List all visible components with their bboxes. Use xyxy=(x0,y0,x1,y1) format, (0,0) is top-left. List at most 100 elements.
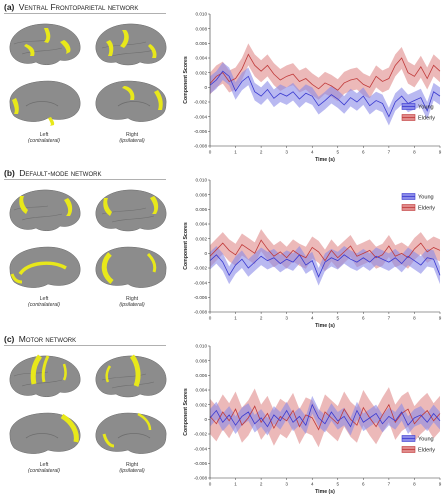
x-tick-label: 0 xyxy=(209,316,212,321)
x-tick-label: 5 xyxy=(336,316,339,321)
x-tick-label: 2 xyxy=(260,150,263,155)
panel-title: (b) Default-mode network xyxy=(4,168,101,178)
series-line-elderly xyxy=(209,53,441,91)
x-tick-label: 1 xyxy=(234,316,237,321)
left-caption-text: Left xyxy=(39,296,49,302)
y-axis-label: Component Scores xyxy=(183,56,189,104)
y-tick-label: 0.010 xyxy=(196,344,208,349)
left-side-text: (contralateral) xyxy=(27,138,60,144)
panel-heading: Motor network xyxy=(18,334,77,344)
y-tick-label: -0.008 xyxy=(194,144,207,149)
x-tick-label: 6 xyxy=(362,482,365,487)
left-hemisphere-caption: Left (contralateral) xyxy=(22,462,66,474)
x-tick-label: 7 xyxy=(388,150,391,155)
series-line-young xyxy=(209,254,441,278)
y-tick-label: 0 xyxy=(204,417,207,422)
x-tick-label: 4 xyxy=(311,316,314,321)
y-tick-label: -0.006 xyxy=(194,129,207,134)
band-young xyxy=(210,62,440,126)
y-tick-label: 0.010 xyxy=(196,12,208,17)
panel-label: (c) xyxy=(4,334,15,344)
series-line-elderly xyxy=(209,239,441,262)
right-hemisphere-caption: Right (ipsilateral) xyxy=(110,296,154,308)
title-rule xyxy=(4,13,166,14)
legend-label-elderly: Elderly xyxy=(418,448,435,454)
right-hemisphere-caption: Right (ipsilateral) xyxy=(110,462,154,474)
chart-c: -0.008 -0.006 -0.004 -0.002 0 0.002 0.004 0.006… xyxy=(183,344,442,495)
x-tick-label: 4 xyxy=(311,150,314,155)
right-caption-text: Right xyxy=(125,132,139,138)
brain-left-lateral xyxy=(9,23,81,65)
y-tick-label: -0.002 xyxy=(194,100,207,105)
brain-right-lateral xyxy=(95,354,167,398)
y-tick-label: -0.004 xyxy=(194,280,207,285)
x-tick-label: 8 xyxy=(413,482,416,487)
x-tick-label: 4 xyxy=(311,482,314,487)
brain-right-medial xyxy=(95,246,167,288)
y-tick-label: 0.002 xyxy=(196,236,208,241)
y-tick-label: 0.002 xyxy=(196,402,208,407)
brain-right-lateral xyxy=(95,23,167,66)
band-elderly xyxy=(210,43,440,102)
y-tick-label: 0.002 xyxy=(196,70,208,75)
x-tick-label: 7 xyxy=(388,316,391,321)
brain-right-medial xyxy=(95,412,167,454)
y-tick-label: 0.006 xyxy=(196,373,208,378)
title-rule xyxy=(4,179,166,180)
x-tick-label: 5 xyxy=(336,482,339,487)
x-tick-label: 9 xyxy=(439,150,442,155)
series-line-young xyxy=(209,403,441,428)
y-axis-label: Component Scores xyxy=(183,222,189,270)
x-tick-label: 2 xyxy=(260,316,263,321)
brain-left-medial xyxy=(9,246,81,288)
y-tick-label: 0.008 xyxy=(196,358,208,363)
x-tick-label: 7 xyxy=(388,482,391,487)
x-axis-label: Time (s) xyxy=(315,489,335,495)
panel-title: (a) Ventral Frontoparietal network xyxy=(4,2,138,12)
left-side-text: (contralateral) xyxy=(27,468,60,474)
panel-b: (b) Default-mode network Left (contralat… xyxy=(0,168,448,329)
panel-a: (a) Ventral Frontoparietal network Left … xyxy=(0,2,448,163)
series-line-young xyxy=(209,70,441,118)
panel-heading: Ventral Frontoparietal network xyxy=(18,2,139,12)
left-caption-text: Left xyxy=(39,132,49,138)
right-side-text: (ipsilateral) xyxy=(119,302,145,308)
chart-b: -0.008 -0.006 -0.004 -0.002 0 0.002 0.004 0.006… xyxy=(183,178,442,329)
panel-label: (a) xyxy=(4,2,15,12)
panel-label: (b) xyxy=(4,168,15,178)
x-tick-label: 8 xyxy=(413,316,416,321)
x-tick-label: 3 xyxy=(285,150,288,155)
band-young xyxy=(210,246,440,286)
y-tick-label: 0.006 xyxy=(196,207,208,212)
right-caption-text: Right xyxy=(125,462,139,468)
right-hemisphere-caption: Right (ipsilateral) xyxy=(110,132,154,144)
right-side-text: (ipsilateral) xyxy=(119,468,145,474)
x-tick-label: 1 xyxy=(234,482,237,487)
y-tick-label: -0.002 xyxy=(194,266,207,271)
x-tick-label: 3 xyxy=(285,316,288,321)
x-tick-label: 5 xyxy=(336,150,339,155)
x-tick-label: 9 xyxy=(439,316,442,321)
x-tick-label: 6 xyxy=(362,316,365,321)
y-tick-label: 0 xyxy=(204,85,207,90)
band-young xyxy=(210,395,440,436)
panel-c: (c) Motor network Left (contralateral) R… xyxy=(0,334,448,495)
right-caption-text: Right xyxy=(125,296,139,302)
chart-a: -0.008 -0.006 -0.004 -0.002 0 0.002 0.004 0.006… xyxy=(183,12,442,163)
x-tick-label: 0 xyxy=(209,482,212,487)
left-side-text: (contralateral) xyxy=(27,302,60,308)
brain-left-medial xyxy=(9,80,81,126)
legend-label-elderly: Elderly xyxy=(418,116,435,122)
brain-right-medial xyxy=(95,80,167,122)
legend-label-young: Young xyxy=(418,195,434,201)
title-rule xyxy=(4,345,166,346)
panel-title: (c) Motor network xyxy=(4,334,76,344)
legend-label-young: Young xyxy=(418,105,434,111)
y-tick-label: -0.004 xyxy=(194,114,207,119)
series-line-elderly xyxy=(209,403,441,431)
y-tick-label: -0.006 xyxy=(194,461,207,466)
x-tick-label: 9 xyxy=(439,482,442,487)
brain-right-lateral xyxy=(95,189,167,232)
x-axis-label: Time (s) xyxy=(315,157,335,163)
x-tick-label: 0 xyxy=(209,150,212,155)
